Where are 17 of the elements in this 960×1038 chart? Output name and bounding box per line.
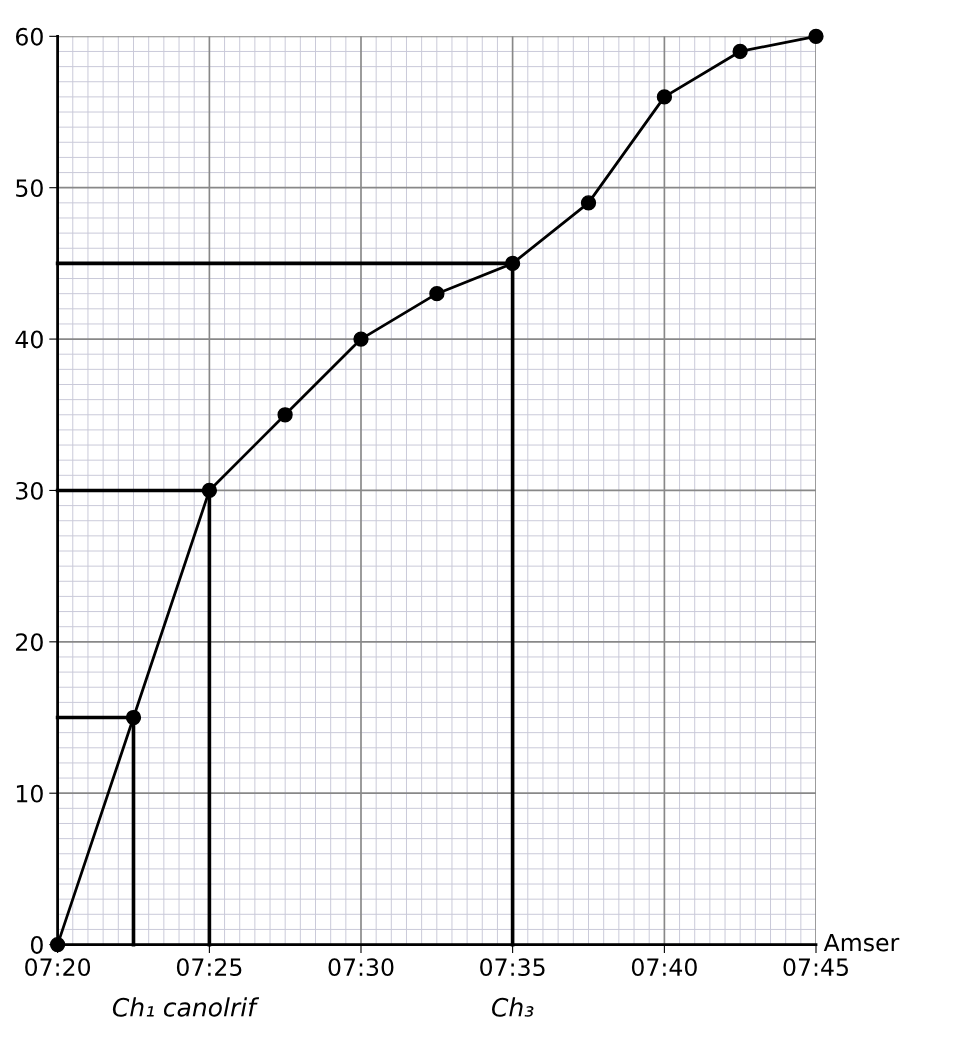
y-tick-label: 60 [16,27,43,46]
y-tick-label: 30 [16,481,43,500]
x-tick-label: 07:40 [631,958,697,977]
y-tick-label: 50 [16,179,43,198]
y-tick-label: 0 [30,936,43,954]
annotation: canolrif [163,997,260,1017]
x-tick-label: 07:45 [783,958,848,977]
y-tick-label: 20 [16,633,43,652]
x-tick-label: 07:35 [480,958,545,977]
x-tick-label: 07:25 [176,958,242,977]
annotation: Ch₁ [112,997,154,1017]
annotation: Ch₃ [491,997,534,1017]
y-tick-label: 40 [15,330,43,349]
x-tick-label: 07:20 [25,958,91,977]
x-axis-title: Amser [823,933,900,952]
y-tick-label: 10 [16,784,43,803]
x-tick-label: 07:30 [328,958,394,977]
